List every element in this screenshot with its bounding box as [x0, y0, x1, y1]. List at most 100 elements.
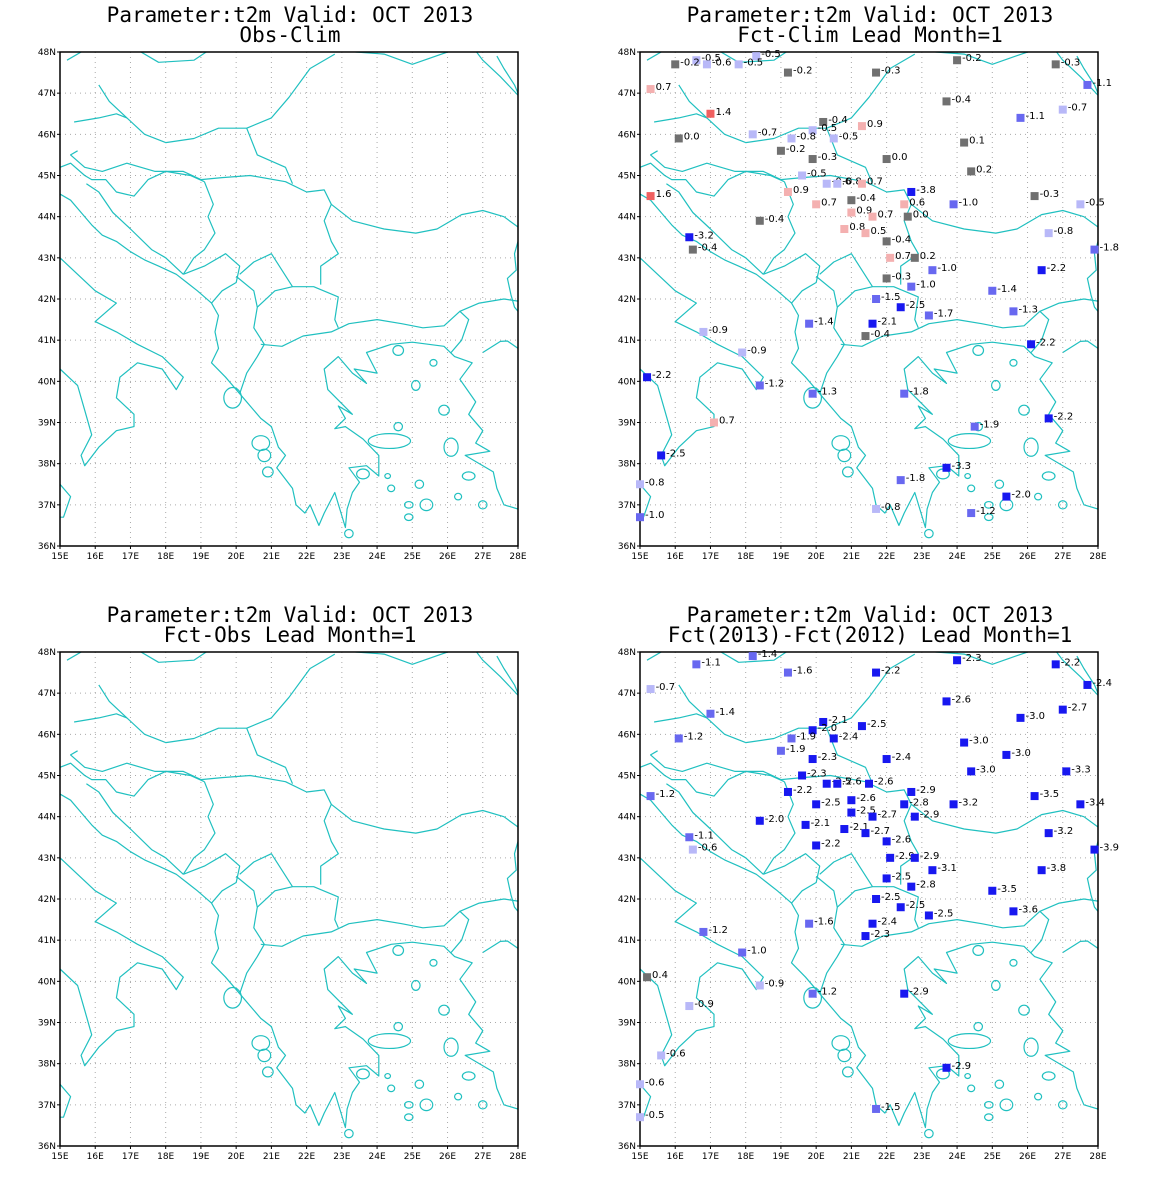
plot-frame [59, 51, 519, 547]
country-border [330, 203, 518, 234]
island [1009, 358, 1018, 367]
station-value: -0.8 [881, 502, 901, 513]
island [967, 484, 976, 493]
station-marker [970, 422, 979, 431]
station: -2.2 [1037, 263, 1066, 275]
x-tick-label: 25E [984, 552, 1001, 562]
station-marker [699, 927, 708, 936]
country-border [235, 875, 265, 994]
station: -2.5 [896, 300, 925, 312]
country-border [86, 183, 184, 275]
island [429, 358, 438, 367]
station-marker [896, 903, 905, 912]
island [994, 1079, 1005, 1089]
station: -1.7 [924, 308, 954, 320]
x-tick-label: 25E [404, 552, 421, 562]
station: -2.2 [783, 785, 812, 796]
y-tick-label: 38N [618, 1060, 636, 1070]
station-value: -1.1 [694, 830, 714, 841]
coastline [1086, 841, 1098, 928]
station-marker [776, 146, 785, 155]
coastline [640, 762, 785, 797]
station-value: -0.2 [680, 57, 700, 68]
coastline [60, 793, 518, 1129]
station-value: -1.5 [881, 292, 901, 303]
station: -3.8 [1037, 863, 1067, 875]
island [438, 1004, 450, 1016]
station-value: 0.9 [793, 185, 809, 196]
station-marker [808, 989, 817, 998]
station-value: -1.7 [934, 308, 954, 319]
island [384, 1072, 392, 1080]
station-value: -2.4 [839, 731, 859, 742]
y-tick-label: 37N [618, 501, 636, 511]
map-lines [640, 52, 1098, 539]
station-marker [1044, 414, 1053, 423]
station-value: -0.6 [645, 1077, 665, 1088]
station-marker [882, 237, 891, 246]
station-value: -3.8 [1047, 863, 1067, 874]
station-value: -2.5 [934, 908, 954, 919]
station-marker [840, 225, 849, 234]
station-value: -1.9 [980, 420, 1000, 431]
country-border [239, 253, 294, 288]
station-value: -3.5 [1040, 789, 1060, 800]
station-marker [808, 389, 817, 398]
station-value: -1.0 [747, 946, 767, 957]
station-marker [953, 656, 962, 665]
station-value: -2.7 [870, 826, 890, 837]
coastline [640, 193, 1098, 529]
station-marker [1090, 245, 1099, 254]
x-tick-label: 16E [87, 1152, 104, 1162]
station-value: -2.2 [652, 370, 672, 381]
station-marker [783, 787, 792, 796]
station-marker [872, 295, 881, 303]
coastline [60, 762, 205, 797]
country-border [475, 52, 518, 96]
station-value: -1.4 [758, 649, 778, 660]
island [403, 500, 414, 509]
station-marker [960, 138, 969, 147]
station-marker [967, 167, 976, 176]
station-value: -3.5 [997, 884, 1017, 895]
island [344, 1128, 354, 1139]
station-marker [924, 311, 933, 320]
island [947, 1033, 992, 1050]
station-value: -3.3 [952, 461, 972, 472]
country-border [650, 750, 782, 781]
island [414, 1079, 425, 1089]
station: -0.3 [808, 152, 838, 164]
station-marker [808, 126, 817, 135]
station: -2.0 [808, 723, 837, 735]
country-border [815, 875, 845, 994]
station-value: -2.2 [1036, 337, 1056, 348]
island [973, 1021, 984, 1032]
station: -0.5 [752, 49, 781, 61]
station-value: -0.6 [832, 177, 852, 188]
station: -0.6 [822, 177, 852, 188]
station: -1.1 [1083, 78, 1112, 89]
y-tick-label: 42N [38, 895, 56, 905]
station-value: -1.9 [796, 731, 816, 742]
station-value: -3.9 [1099, 843, 1119, 854]
station: -1.8 [1090, 243, 1119, 254]
station-value: 0.6 [909, 197, 925, 208]
station-value: -0.5 [1085, 197, 1105, 208]
y-tick-label: 39N [38, 1019, 56, 1029]
station-marker [907, 187, 916, 196]
island [393, 1021, 404, 1032]
station-value: -1.8 [1099, 243, 1119, 254]
station: 0.7 [709, 416, 735, 427]
station: -0.9 [738, 346, 767, 357]
x-tick-label: 26E [1019, 1152, 1036, 1162]
station-value: -0.4 [870, 329, 890, 340]
station-marker [812, 841, 821, 850]
x-tick-label: 28E [1089, 552, 1106, 562]
station-value: -0.3 [818, 152, 838, 163]
x-tick-label: 16E [667, 552, 684, 562]
y-tick-label: 48N [38, 48, 56, 58]
x-tick-label: 20E [228, 1152, 245, 1162]
map-lines [60, 52, 518, 539]
station-marker [657, 1051, 666, 1060]
station: -3.3 [1062, 764, 1091, 776]
